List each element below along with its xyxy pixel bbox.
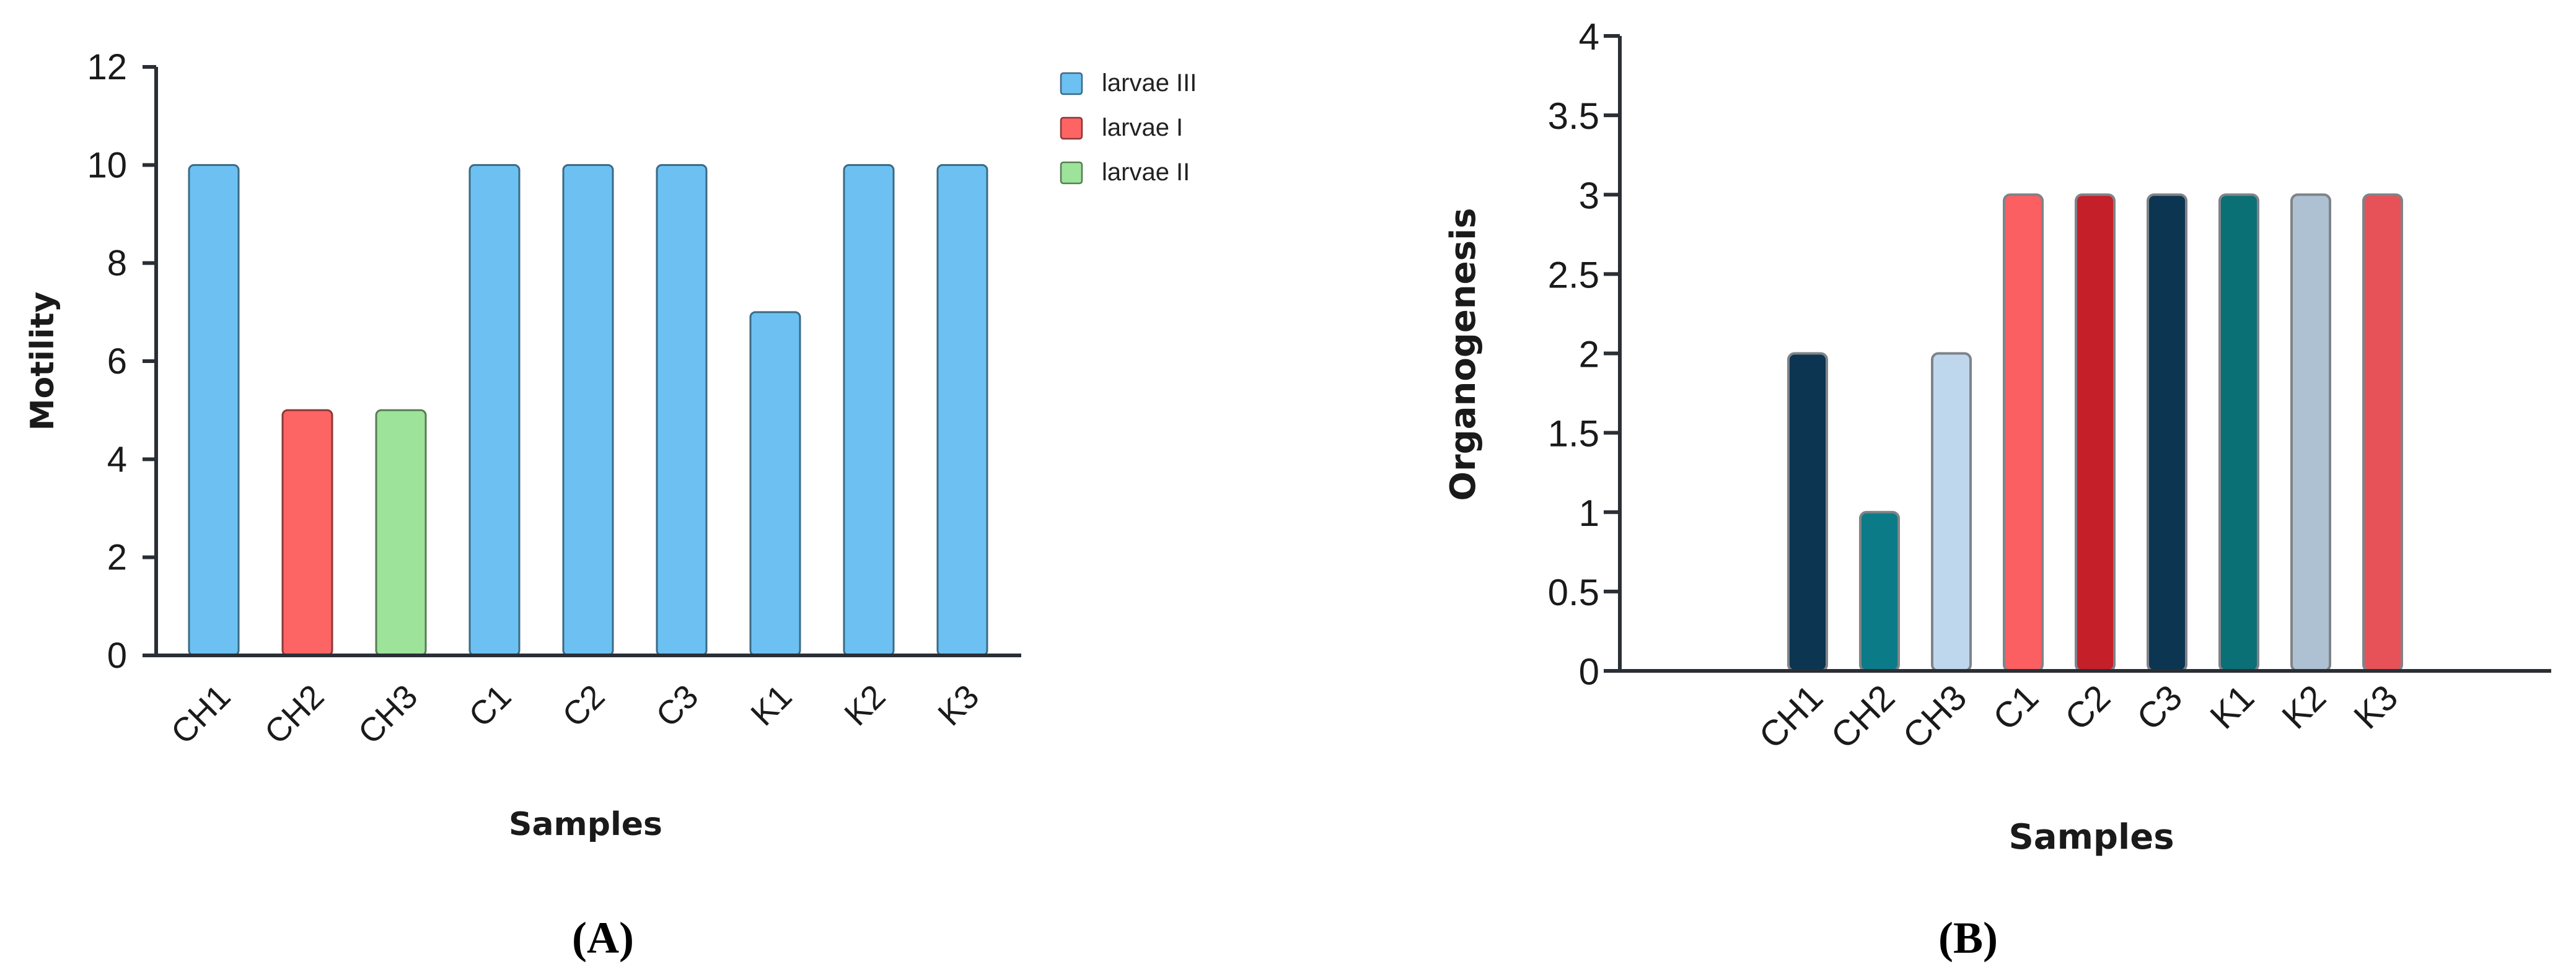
chart-a-x-tick-label: C1 [462, 678, 518, 734]
chart-a-bar [843, 164, 895, 657]
chart-a-y-tick-label: 2 [107, 538, 127, 578]
chart-a-y-tick-label: 4 [107, 439, 127, 479]
chart-a-legend-swatch [1060, 72, 1083, 95]
chart-b-x-tick-label: C1 [1985, 677, 2046, 738]
chart-a-legend-label: larvae II [1102, 159, 1190, 186]
chart-b-x-tick-label: CH2 [1823, 677, 1902, 756]
chart-b-y-tick-label: 3 [1579, 175, 1599, 216]
chart-b-y-ticks: 0 0.5 1 1.5 2 2.5 3 3.5 4 [1548, 16, 1620, 693]
chart-a-x-axis-title: Samples [509, 806, 662, 843]
chart-a-x-tick-label: CH3 [351, 678, 425, 751]
chart-a-x-tick-label: C2 [555, 678, 612, 734]
chart-b-y-tick-label: 3.5 [1548, 95, 1599, 137]
chart-b-bars [1787, 193, 2403, 672]
chart-a-bars [188, 164, 988, 657]
chart-a-legend-label: larvae I [1102, 114, 1183, 141]
chart-b-y-tick-label: 0.5 [1548, 572, 1599, 613]
chart-a-y-tick-label: 0 [107, 636, 127, 676]
chart-a-x-ticks: CH1 CH2 CH3 C1 C2 C3 K1 K2 K3 [164, 678, 987, 751]
chart-a-x-tick-label: CH2 [258, 678, 332, 751]
chart-b-bar [2290, 193, 2331, 672]
chart-a-x-tick-label: K2 [837, 678, 892, 733]
chart-b-x-tick-label: CH3 [1895, 677, 1974, 756]
chart-a-y-tick-label: 6 [107, 341, 127, 382]
chart-a-bar [562, 164, 614, 657]
chart-b-bar [1859, 510, 1900, 672]
chart-b-x-tick-label: CH1 [1751, 677, 1831, 756]
chart-b-y-tick-label: 2.5 [1548, 254, 1599, 295]
chart-b-bar [1931, 352, 1972, 672]
chart-b-x-tick-label: K3 [2346, 677, 2406, 737]
chart-b-bar [2147, 193, 2187, 672]
chart-a-bar [468, 164, 521, 657]
chart-b-x-tick-label: K2 [2274, 677, 2334, 737]
chart-a-y-axis-title: Motility [24, 292, 61, 431]
chart-a-x-tick-label: K3 [931, 678, 986, 733]
chart-a-bar [188, 164, 240, 657]
panel-label-a: (A) [572, 913, 634, 963]
chart-b-x-tick-label: C3 [2129, 677, 2190, 738]
chart-b-y-tick-label: 4 [1579, 16, 1599, 58]
chart-b-bar [1787, 352, 1828, 672]
chart-b-y-tick-label: 1.5 [1548, 413, 1599, 455]
chart-b-y-tick-label: 2 [1579, 334, 1599, 375]
chart-a-bar [936, 164, 988, 657]
chart-b-y-axis-title: Organogenesis [1443, 208, 1484, 501]
chart-a-bar [656, 164, 708, 657]
chart-a-bar [749, 311, 801, 657]
chart-a-y-tick-label: 10 [87, 145, 127, 185]
chart-b-y-tick-label: 0 [1579, 651, 1599, 693]
chart-a-legend: larvae III larvae I larvae II [1060, 69, 1197, 186]
chart-b-bar [2362, 193, 2403, 672]
chart-a-y-tick-label: 12 [87, 47, 127, 87]
chart-b-bar [2075, 193, 2116, 672]
chart-a-y-ticks: 0 2 4 6 8 10 12 [87, 47, 156, 676]
chart-b-x-tick-label: C2 [2057, 677, 2118, 738]
chart-a-x-tick-label: C3 [649, 678, 705, 734]
chart-a-bar [281, 409, 333, 657]
panel-label-b: (B) [1938, 913, 1998, 963]
chart-a-x-tick-label: K1 [744, 678, 799, 733]
chart-a-y-tick-label: 8 [107, 243, 127, 284]
chart-a-x-tick-label: CH1 [164, 678, 238, 751]
chart-b-bar [2218, 193, 2259, 672]
chart-a-legend-swatch [1060, 161, 1083, 185]
chart-b-y-tick-label: 1 [1579, 492, 1599, 534]
chart-b-x-axis-title: Samples [2008, 817, 2174, 857]
chart-b-bar [2003, 193, 2044, 672]
chart-a-bar [375, 409, 427, 657]
chart-b-x-tick-label: K1 [2202, 677, 2262, 737]
chart-a-legend-swatch [1060, 116, 1083, 140]
chart-a-legend-label: larvae III [1102, 69, 1197, 97]
